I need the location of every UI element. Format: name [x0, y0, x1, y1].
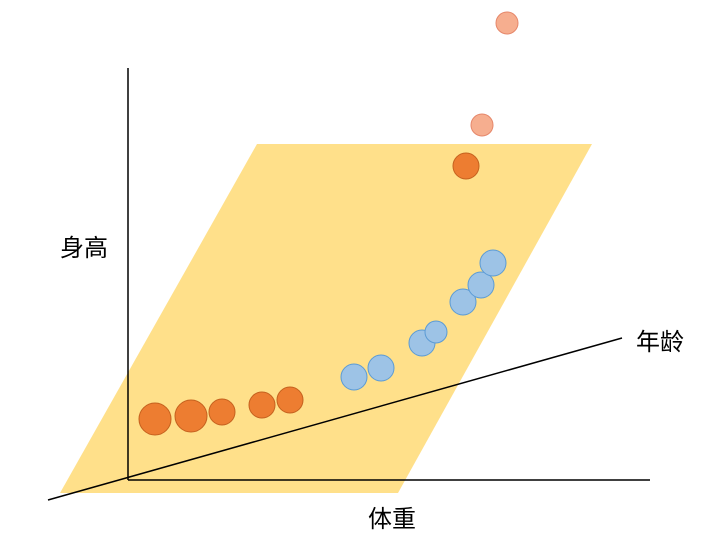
data-point-orange: [138, 402, 172, 436]
data-point-orange: [248, 391, 276, 419]
data-point-blue: [449, 288, 477, 316]
data-point-light-orange: [495, 11, 519, 35]
axis-label-age: 年龄: [636, 328, 684, 356]
data-point-blue: [367, 354, 395, 382]
data-point-orange: [276, 386, 304, 414]
age-axis: [47, 337, 623, 501]
data-point-blue: [467, 271, 495, 299]
data-point-blue: [479, 249, 507, 277]
axis-label-height: 身高: [60, 234, 108, 262]
data-points: [138, 11, 519, 436]
data-point-light-orange: [470, 113, 494, 137]
fitted-plane: [60, 144, 592, 493]
data-point-blue: [340, 363, 368, 391]
data-point-orange: [208, 398, 236, 426]
data-point-orange: [452, 152, 480, 180]
data-point-orange: [174, 399, 208, 433]
data-point-blue: [424, 320, 448, 344]
axis-label-weight: 体重: [368, 505, 416, 533]
